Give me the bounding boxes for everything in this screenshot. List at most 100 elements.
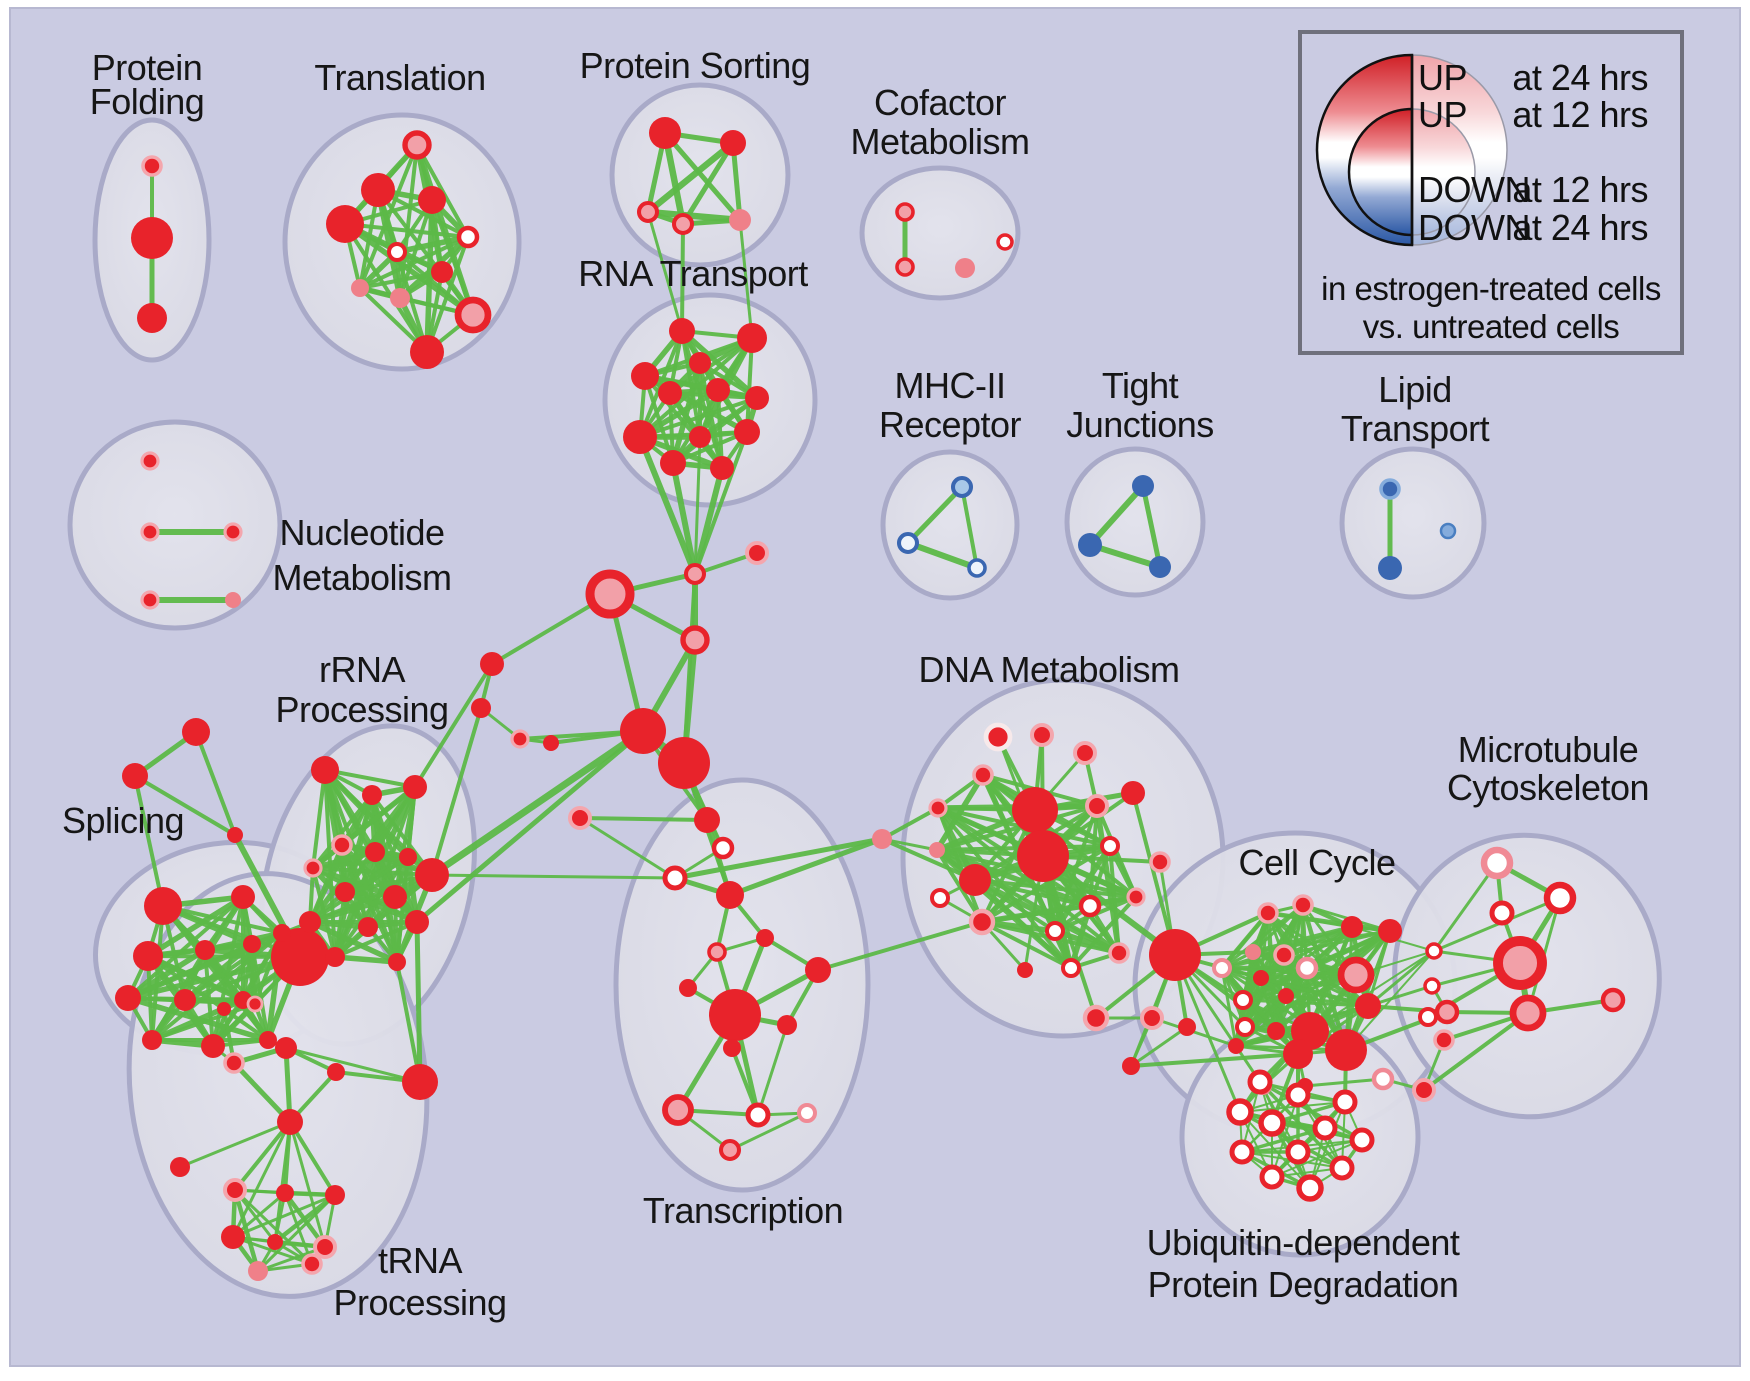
network-edge xyxy=(307,894,398,925)
network-node-t8 xyxy=(351,279,369,297)
network-node-x7 xyxy=(805,957,831,983)
cluster-label: Microtubule xyxy=(1458,729,1639,770)
network-node-x14 xyxy=(797,1103,817,1123)
network-node-cc15 xyxy=(1325,1029,1367,1071)
network-node-x6 xyxy=(707,942,727,962)
network-node-r2 xyxy=(362,785,382,805)
legend-time-label: at 24 hrs xyxy=(1512,207,1648,248)
network-node-cc2 xyxy=(1292,894,1314,916)
network-edge xyxy=(1309,950,1435,1032)
cluster-ellipse-rna-transport xyxy=(602,292,818,508)
cluster-label: Protein Degradation xyxy=(1148,1264,1459,1305)
network-node-rt10 xyxy=(734,419,760,445)
legend-direction-label: DOWN xyxy=(1418,207,1530,248)
network-node-cf2 xyxy=(895,257,915,277)
network-node-t9 xyxy=(390,288,410,308)
network-node-cc10 xyxy=(1233,990,1253,1010)
network-node-u4 xyxy=(1226,1098,1254,1126)
cluster-label: Transport xyxy=(1341,408,1490,449)
network-node-q1 xyxy=(568,806,592,830)
network-node-x4 xyxy=(716,881,744,909)
network-node-r9 xyxy=(383,885,407,909)
network-edge xyxy=(1366,949,1436,1008)
network-node-x11 xyxy=(723,1039,741,1057)
network-edge xyxy=(880,837,977,882)
network-node-d24 xyxy=(1082,1004,1110,1032)
network-node-r12 xyxy=(358,917,378,937)
network-node-r5 xyxy=(303,858,323,878)
network-node-r6 xyxy=(365,842,385,862)
network-node-s10 xyxy=(273,924,291,942)
network-node-dm0 xyxy=(872,829,892,849)
network-edge xyxy=(233,1188,314,1266)
network-node-u5 xyxy=(1258,1109,1286,1137)
network-node-rt6 xyxy=(706,378,730,402)
network-edge xyxy=(1239,1101,1346,1113)
network-edge xyxy=(211,931,284,1048)
network-node-mc12 xyxy=(1412,1078,1436,1102)
network-edge xyxy=(126,895,245,1000)
network-edge xyxy=(231,1235,314,1266)
network-edge xyxy=(880,806,940,841)
network-node-cc6 xyxy=(1273,944,1295,966)
network-edge xyxy=(358,235,470,290)
network-edge xyxy=(738,218,754,340)
network-edge xyxy=(1220,966,1288,998)
network-node-s13 xyxy=(259,1031,277,1049)
legend-time-label: at 24 hrs xyxy=(1512,57,1648,98)
network-node-u10 xyxy=(1329,1155,1355,1181)
network-node-mc13 xyxy=(1371,1067,1395,1091)
network-node-s3 xyxy=(231,885,255,909)
network-edge xyxy=(256,1193,337,1273)
network-node-d15 xyxy=(1078,894,1102,918)
network-edge xyxy=(430,873,677,880)
network-edge xyxy=(670,460,698,577)
network-node-pf2 xyxy=(131,217,173,259)
network-node-r11 xyxy=(299,911,321,933)
network-node-mc1 xyxy=(1480,846,1514,880)
network-edge xyxy=(1240,1126,1327,1154)
network-edge xyxy=(413,662,494,789)
network-node-t7 xyxy=(431,261,453,283)
network-node-cc8 xyxy=(1337,956,1375,994)
network-node-h2 xyxy=(276,1184,294,1202)
network-node-x5 xyxy=(756,929,774,947)
network-edge xyxy=(1069,895,1138,970)
cluster-ellipse-tight-junctions xyxy=(1064,446,1206,598)
network-edge xyxy=(1140,483,1163,570)
network-edge xyxy=(638,396,759,439)
network-edge xyxy=(395,960,422,1084)
network-node-ps4 xyxy=(671,212,695,236)
network-node-tj1 xyxy=(1132,475,1154,497)
network-edge xyxy=(1173,953,1242,1114)
network-node-rt5 xyxy=(658,381,682,405)
network-node-r4 xyxy=(331,834,353,856)
network-node-s7 xyxy=(115,985,141,1011)
network-edge xyxy=(231,1120,292,1239)
network-node-cc16 xyxy=(1283,1039,1313,1069)
network-node-k3 xyxy=(510,729,530,749)
network-edge xyxy=(1040,853,1178,958)
network-node-s8 xyxy=(174,989,196,1011)
network-node-s1 xyxy=(271,928,329,986)
network-node-sp1 xyxy=(680,625,710,655)
network-node-x8 xyxy=(679,979,697,997)
network-edge xyxy=(727,836,885,898)
legend-box xyxy=(1298,30,1684,355)
network-edge xyxy=(1303,1077,1385,1088)
network-edge xyxy=(1220,911,1270,970)
network-node-ps5 xyxy=(729,209,751,231)
network-node-cc13 xyxy=(1267,1022,1285,1040)
network-edge xyxy=(1239,1111,1311,1189)
network-node-cc11 xyxy=(1278,988,1294,1004)
network-node-rt4 xyxy=(631,362,659,390)
network-node-x12 xyxy=(662,1094,694,1126)
network-edge xyxy=(1129,1025,1189,1068)
network-node-mc2 xyxy=(1543,881,1577,915)
network-node-hub1 xyxy=(620,708,666,754)
network-edge xyxy=(816,920,984,972)
cluster-label: Processing xyxy=(333,1282,506,1323)
cluster-ellipse-lipid-transport xyxy=(1339,446,1487,600)
network-node-t10 xyxy=(454,296,492,334)
network-edge xyxy=(150,931,284,1042)
